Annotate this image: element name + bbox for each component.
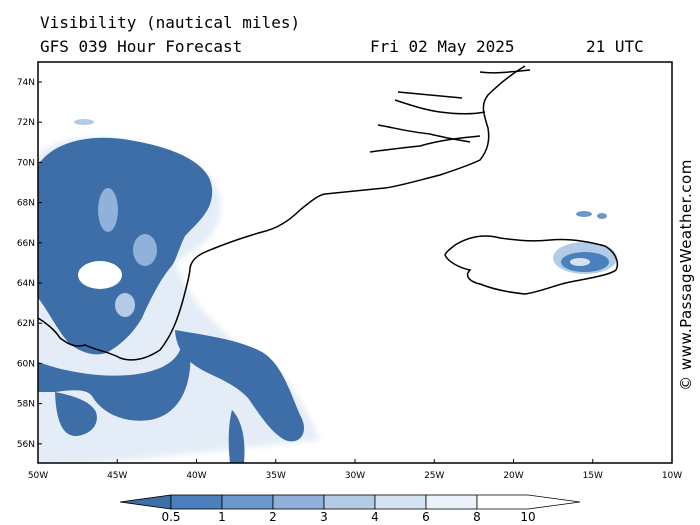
greenland-fjord-3 (394, 99, 486, 115)
greenland-fjord-2 (377, 124, 471, 143)
colorbar-label: 3 (320, 510, 328, 524)
lon-label: 40W (186, 471, 206, 481)
greenland-fjord-5 (479, 69, 531, 74)
fog-light-patch-1 (115, 293, 135, 317)
clear-patch-1 (78, 261, 122, 289)
fog-dense-patch-south (228, 410, 245, 463)
fog-mid-patch-1 (98, 188, 118, 232)
lon-label: 50W (28, 471, 48, 481)
fog-patch-ne-2 (597, 213, 607, 219)
map-title: Visibility (nautical miles) (40, 13, 301, 32)
forecast-model-label: GFS 039 Hour Forecast (40, 37, 243, 56)
lon-label: 35W (266, 471, 286, 481)
lon-label: 20W (503, 471, 523, 481)
forecast-time: 21 UTC (586, 37, 644, 56)
latitude-axis: 74N 72N 70N 68N 66N 64N 62N 60N 58N 56N (17, 78, 42, 450)
colorbar-segment (425, 494, 478, 510)
coastline-layer (38, 65, 619, 361)
lat-label: 58N (17, 400, 35, 410)
colorbar-segment (476, 494, 581, 510)
lat-label: 72N (17, 118, 35, 128)
colorbar-label: 8 (473, 510, 481, 524)
fog-light-patch-north (74, 119, 94, 125)
colorbar-label: 10 (520, 510, 535, 524)
greenland-fjord-4 (397, 91, 463, 99)
fog-field (38, 119, 617, 463)
lat-label: 70N (17, 158, 35, 168)
lon-label: 30W (345, 471, 365, 481)
credit-watermark: © www.PassageWeather.com (677, 159, 695, 391)
colorbar-segment (272, 494, 325, 510)
lon-label: 45W (107, 471, 127, 481)
greenland-east-coast (38, 65, 526, 361)
fog-dense-zone-sea (175, 330, 305, 442)
lat-label: 62N (17, 319, 35, 329)
fog-dense-zone-greenland (38, 137, 213, 355)
colorbar-segment (323, 494, 376, 510)
colorbar: 0.5 1 2 3 4 6 8 10 (119, 494, 581, 524)
lat-label: 66N (17, 239, 35, 249)
colorbar-label: 4 (371, 510, 379, 524)
colorbar-segment (170, 494, 223, 510)
lat-label: 74N (17, 78, 35, 88)
fog-patch-ne-1 (576, 211, 592, 217)
lon-label: 25W (424, 471, 444, 481)
forecast-date: Fri 02 May 2025 (370, 37, 515, 56)
colorbar-label: 0.5 (161, 510, 180, 524)
colorbar-label: 1 (218, 510, 226, 524)
colorbar-segment (119, 494, 172, 510)
lat-label: 60N (17, 359, 35, 369)
fog-dense-patch-sw (55, 392, 97, 436)
greenland-fjord-1 (369, 135, 481, 153)
lon-label: 15W (583, 471, 603, 481)
colorbar-segment (374, 494, 427, 510)
colorbar-segment (221, 494, 274, 510)
colorbar-label: 2 (269, 510, 277, 524)
fog-dense-zone-south (38, 348, 191, 421)
iceland-coast (444, 235, 619, 295)
fog-mid-patch-2 (133, 234, 157, 266)
colorbar-label: 6 (422, 510, 430, 524)
longitude-axis: 50W 45W 40W 35W 30W 25W 20W 15W 10W (28, 459, 682, 481)
fog-core-iceland (570, 258, 590, 266)
lat-label: 56N (17, 440, 35, 450)
lon-label: 10W (662, 471, 682, 481)
lat-label: 64N (17, 279, 35, 289)
lat-label: 68N (17, 199, 35, 209)
